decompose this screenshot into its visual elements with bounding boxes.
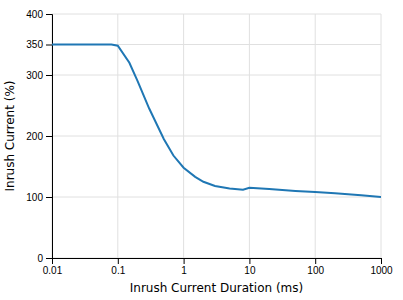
- line: [52, 45, 381, 198]
- x-tick: 1000: [370, 258, 393, 276]
- x-tick: 0.1: [111, 258, 125, 276]
- marks: [52, 45, 381, 198]
- y-tick: 100: [26, 192, 52, 203]
- y-tick-label: 100: [26, 192, 43, 203]
- x-tick-mark: [381, 258, 382, 264]
- x-tick: 1: [181, 258, 187, 276]
- y-axis-line: [46, 15, 53, 259]
- grid: [52, 14, 381, 258]
- x-tick-label: 1000: [370, 265, 393, 276]
- y-tick-label: 300: [26, 70, 43, 81]
- y-tick-mark: [46, 197, 52, 198]
- y-axis-title: Inrush Current (%): [3, 80, 17, 191]
- y-tick-mark: [46, 14, 52, 15]
- y-tick-label: 400: [26, 9, 43, 20]
- x-tick-label: 0.01: [43, 265, 63, 276]
- x-axis: 0.01 0.1 1 10 100 1000: [43, 258, 393, 276]
- y-tick: 200: [26, 131, 52, 142]
- y-tick-mark: [46, 136, 52, 137]
- x-tick-mark: [184, 258, 185, 264]
- x-tick: 0.01: [43, 258, 63, 276]
- y-tick-label: 0: [37, 253, 43, 264]
- x-tick-label: 0.1: [111, 265, 125, 276]
- x-tick-mark: [118, 258, 119, 264]
- y-tick: 0: [37, 253, 52, 264]
- x-tick-label: 100: [307, 265, 324, 276]
- y-grid-line: [52, 14, 381, 15]
- chart: 0.01 0.1 1 10 100 1000 0 100 200 300 350 400 Inrush …: [0, 0, 403, 300]
- x-tick: 100: [307, 258, 324, 276]
- y-tick-label: 200: [26, 131, 43, 142]
- y-grid-line: [52, 136, 381, 137]
- x-tick-mark: [315, 258, 316, 264]
- x-tick-label: 10: [244, 265, 256, 276]
- y-grid-line: [52, 75, 381, 76]
- y-tick-mark: [46, 258, 52, 259]
- y-tick: 300: [26, 70, 52, 81]
- y-tick: 400: [26, 9, 52, 20]
- y-tick: 350: [26, 39, 52, 50]
- x-axis-line: [53, 259, 382, 265]
- x-tick: 10: [244, 258, 256, 276]
- plot: 0.01 0.1 1 10 100 1000 0 100 200 300 350 400: [26, 9, 393, 276]
- y-tick-label: 350: [26, 39, 43, 50]
- y-axis: 0 100 200 300 350 400: [26, 9, 52, 264]
- x-axis-title: Inrush Current Duration (ms): [130, 281, 303, 295]
- y-tick-mark: [46, 75, 52, 76]
- x-tick-label: 1: [181, 265, 187, 276]
- x-tick-mark: [249, 258, 250, 264]
- y-tick-mark: [46, 45, 52, 46]
- y-grid-line: [52, 197, 381, 198]
